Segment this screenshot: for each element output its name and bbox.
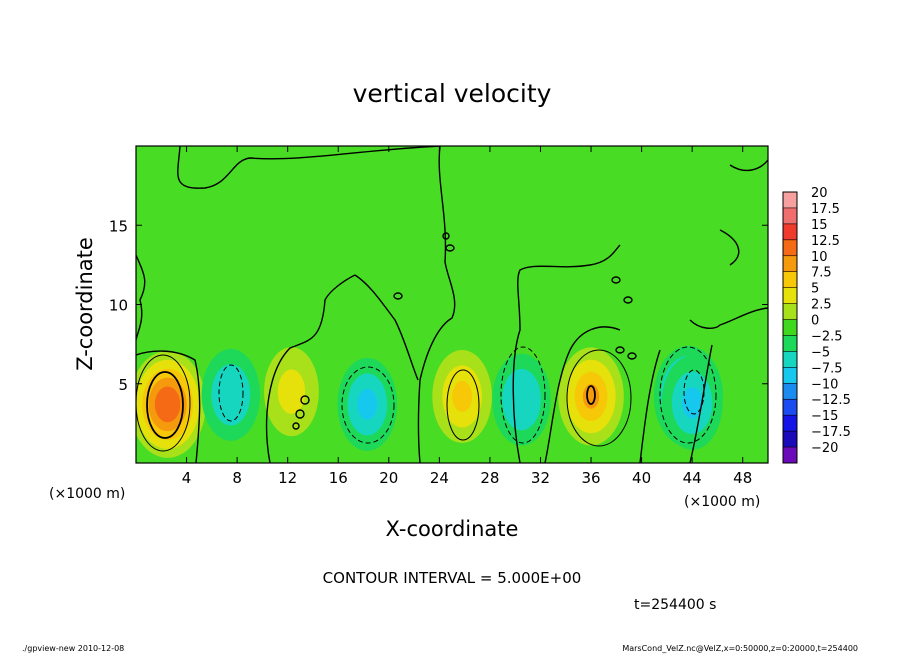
colorbar-swatch [783,415,797,432]
contour-interval-text: CONTOUR INTERVAL = 5.000E+00 [323,569,582,587]
colorbar-swatch [783,255,797,273]
x-tick-label: 36 [581,469,600,487]
colorbar-swatch [783,367,797,384]
colorbar-label: 12.5 [811,234,840,249]
zero-contour-lines [136,146,768,463]
colorbar-swatch [783,271,797,289]
x-tick-label: 44 [683,469,702,487]
strong-contours [146,371,596,439]
x-tick-label: 12 [278,469,297,487]
x-tick-label: 40 [632,469,651,487]
x-tick-label: 16 [329,469,348,487]
colorbar-swatch [783,207,797,225]
colorbar-swatch [783,351,797,368]
colorbar-label: 5 [811,282,819,297]
velocity-level [277,369,306,414]
colorbar-label: 7.5 [811,266,832,281]
colorbar: 2017.51512.5107.552.50−2.5−5−7.5−10−12.5… [782,186,851,464]
velocity-cell [432,349,492,443]
colorbar-label: −2.5 [811,329,843,344]
velocity-level [452,380,473,412]
footer-left: ./gpview-new 2010-12-08 [22,644,124,653]
x-tick-label: 4 [182,469,192,487]
x-tick-label: 24 [430,469,449,487]
colorbar-label: 0 [811,314,819,329]
velocity-level [161,395,174,414]
time-text: t=254400 s [634,597,716,613]
footer-right: MarsCond_VelZ.nc@VelZ,x=0:50000,z=0:2000… [622,644,858,653]
colorbar-label: −10 [811,377,838,392]
velocity-level [357,388,378,420]
y-tick-label: 5 [118,376,128,394]
x-tick-label: 48 [733,469,752,487]
velocity-level [682,387,703,419]
y-tick-label: 15 [109,217,128,235]
x-axis-label: X-coordinate [386,517,519,541]
colorbar-swatch [783,399,797,416]
velocity-cell [264,347,319,437]
colorbar-swatch [783,239,797,257]
colorbar-swatch [783,431,797,448]
y-axis: 5 10 15 [109,217,768,394]
velocity-cell [136,350,206,458]
x-tick-label: 32 [531,469,550,487]
x-tick-label: 8 [232,469,242,487]
velocity-level [511,384,532,415]
colorbar-label: 15 [811,218,828,233]
velocity-cell [492,353,551,446]
colorbar-swatch [783,447,797,464]
velocity-level [221,379,241,411]
colorbar-label: −17.5 [811,425,851,440]
velocity-cell [337,357,398,451]
colorbar-label: 2.5 [811,298,832,313]
velocity-cell [201,348,260,441]
velocity-cell [661,355,723,450]
positive-contours [136,349,632,452]
colorbar-label: −15 [811,409,838,424]
colorbar-label: 17.5 [811,202,840,217]
x-unit-left: (×1000 m) [49,486,125,502]
colorbar-label: −5 [811,345,830,360]
colorbar-swatch [783,383,797,400]
x-tick-label: 28 [480,469,499,487]
y-tick-label: 10 [109,297,128,315]
colorbar-label: 20 [811,186,828,201]
colorbar-swatch [783,192,797,209]
colorbar-label: −7.5 [811,361,843,376]
colorbar-swatch [783,335,797,352]
colorbar-label: 10 [811,250,828,265]
x-axis: 4 8 12 16 20 24 28 32 36 40 44 48 [182,146,752,487]
negative-contours [218,346,717,444]
colorbar-label: −20 [811,441,838,456]
chart-title: vertical velocity [353,79,552,108]
x-tick-label: 20 [379,469,398,487]
velocity-cell [558,347,624,446]
y-axis-label: Z-coordinate [73,237,97,371]
colorbar-swatch [783,223,797,241]
colorbar-label: −12.5 [811,393,851,408]
velocity-level [582,384,600,409]
colorbar-swatch [783,287,797,305]
colorbar-swatch [783,319,797,336]
x-unit-right: (×1000 m) [684,494,760,510]
colorbar-swatch [783,303,797,321]
